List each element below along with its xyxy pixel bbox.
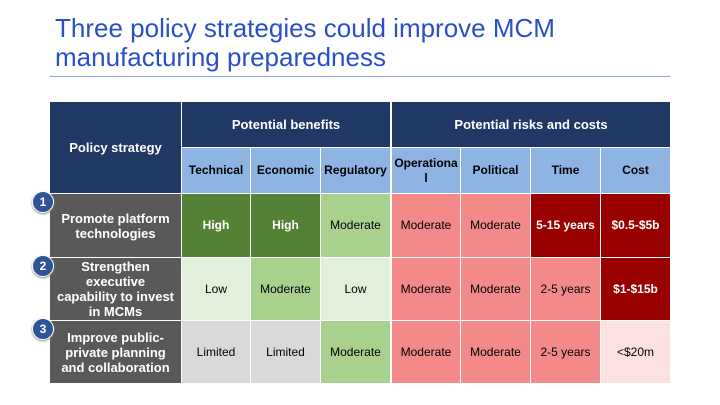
row-strategy-label: Improve public-private planning and coll…: [50, 321, 181, 383]
table-cell: Moderate: [392, 258, 460, 320]
row-number-badge: 3: [32, 318, 54, 340]
header-potential-benefits: Potential benefits: [182, 102, 390, 147]
table-cell: $0.5-$5b: [601, 194, 670, 257]
table-cell: <$20m: [601, 321, 670, 383]
column-header: Political: [461, 148, 530, 193]
table-cell: High: [182, 194, 250, 257]
table-cell: Moderate: [251, 258, 320, 320]
table-cell: Moderate: [392, 321, 460, 383]
column-header: Regulatory: [321, 148, 390, 193]
column-header: Operationa l: [392, 148, 460, 193]
table-cell: Moderate: [321, 194, 390, 257]
table-cell: Moderate: [392, 194, 460, 257]
table-cell: Moderate: [461, 194, 530, 257]
table-cell: 5-15 years: [531, 194, 600, 257]
table-cell: Moderate: [461, 258, 530, 320]
table-cell: Moderate: [461, 321, 530, 383]
table-cell: 2-5 years: [531, 258, 600, 320]
row-number-badge: 2: [32, 255, 54, 277]
table-cell: $1-$15b: [601, 258, 670, 320]
table-cell: Low: [321, 258, 390, 320]
header-potential-risks: Potential risks and costs: [392, 102, 670, 147]
table-cell: Limited: [251, 321, 320, 383]
row-strategy-label: Promote platform technologies: [50, 194, 181, 257]
table-cell: 2-5 years: [531, 321, 600, 383]
table-cell: Low: [182, 258, 250, 320]
column-header: Technical: [182, 148, 250, 193]
table-cell: High: [251, 194, 320, 257]
row-number-badge: 1: [32, 191, 54, 213]
column-header: Time: [531, 148, 600, 193]
column-header: Economic: [251, 148, 320, 193]
slide-title: Three policy strategies could improve MC…: [55, 13, 555, 72]
column-header: Cost: [601, 148, 670, 193]
row-strategy-label: Strengthen executive capability to inves…: [50, 258, 181, 320]
table-cell: Limited: [182, 321, 250, 383]
title-divider: [50, 76, 670, 77]
header-policy-strategy: Policy strategy: [50, 102, 181, 193]
table-cell: Moderate: [321, 321, 390, 383]
